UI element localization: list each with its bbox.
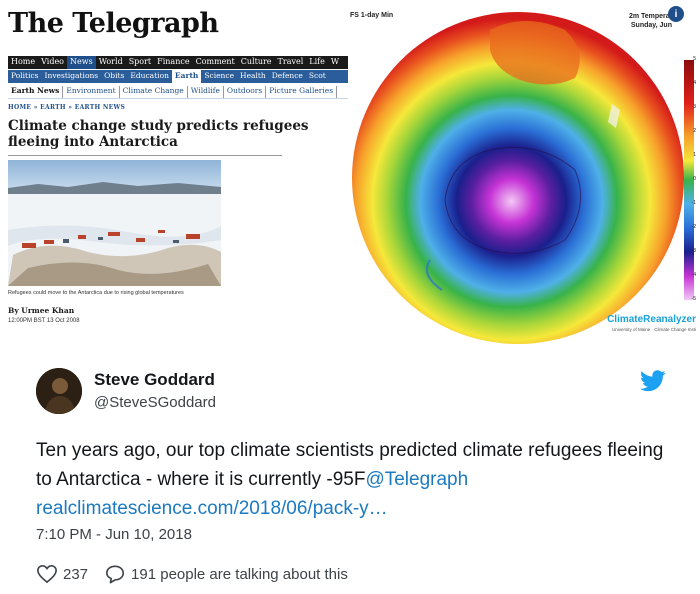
mention-telegraph[interactable]: @Telegraph <box>365 469 469 490</box>
subnav-item-environment[interactable]: Environment <box>63 86 120 98</box>
nav-item-life[interactable]: Life <box>309 57 325 66</box>
map-subtitle-line2: Sunday, Jun <box>630 22 672 29</box>
nav-item-culture[interactable]: Culture <box>240 57 272 66</box>
tweet-author-handle[interactable]: @SteveSGoddard <box>94 394 216 411</box>
tweet-link[interactable]: realclimatescience.com/2018/06/pack-y… <box>36 498 388 519</box>
telegraph-screenshot: The Telegraph Home Video News World Sport Fin… <box>0 0 348 344</box>
subnav-item-climate-change[interactable]: Climate Change <box>120 86 188 98</box>
antarctica-temperature-map <box>352 12 684 344</box>
tweet-author-name[interactable]: Steve Goddard <box>94 370 215 389</box>
antarctica-photo <box>8 160 221 286</box>
scale-tick-label: 0 <box>693 176 696 182</box>
like-count: 237 <box>63 565 89 583</box>
scale-tick-label: 5 <box>693 56 696 62</box>
scale-tick-label: -3 <box>691 248 696 254</box>
scale-tick-label: -2 <box>691 224 696 230</box>
tweet-actions: 237 191 people are talking about this <box>36 564 364 584</box>
climate-reanalyzer-logo[interactable]: ClimateReanalyzer <box>607 314 696 325</box>
conversation-count: 191 people are talking about this <box>131 565 348 583</box>
scale-tick-label: 4 <box>693 80 696 86</box>
like-button[interactable]: 237 <box>36 564 88 584</box>
color-scale-bar <box>684 60 694 300</box>
temperature-map-panel: FS 1-day Min 2m Temperat Sunday, Jun i 5… <box>350 0 700 344</box>
color-scale-labels: 5 4 3 2 1 0 -1 -2 -3 -4 -5 <box>686 56 696 302</box>
nav-item-home[interactable]: Home <box>11 57 36 66</box>
section-tab-health[interactable]: Health <box>240 71 266 80</box>
reply-bubble-icon <box>106 565 125 584</box>
avatar[interactable] <box>36 368 82 414</box>
map-title: FS 1-day Min <box>350 12 394 19</box>
nav-item-w[interactable]: W <box>330 57 340 66</box>
reply-button[interactable]: 191 people are talking about this <box>104 564 348 584</box>
nav-item-news[interactable]: News <box>67 56 96 69</box>
subnav-item-outdoors[interactable]: Outdoors <box>224 86 267 98</box>
telegraph-logo[interactable]: The Telegraph <box>8 8 219 39</box>
scale-tick-label: 1 <box>693 152 696 158</box>
article-headline: Climate change study predicts refugees f… <box>8 118 309 150</box>
map-subtitle: 2m Temperat Sunday, Jun <box>629 12 672 30</box>
map-subtitle-line1: 2m Temperat <box>628 13 672 20</box>
section-tab-education[interactable]: Education <box>130 71 169 80</box>
twitter-bird-icon[interactable] <box>640 370 666 397</box>
section-tab-defence[interactable]: Defence <box>271 71 303 80</box>
scale-tick-label: 3 <box>693 104 696 110</box>
subnav-item-picture-galleries[interactable]: Picture Galleries <box>266 86 338 98</box>
nav-item-sport[interactable]: Sport <box>128 57 152 66</box>
nav-item-video[interactable]: Video <box>41 57 64 66</box>
climate-reanalyzer-subtitle: University of Maine · Climate Change Ins… <box>611 327 696 332</box>
divider <box>8 155 282 156</box>
scale-tick-label: -4 <box>691 272 696 278</box>
scale-tick-label: 2 <box>693 128 696 134</box>
scale-tick-label: -1 <box>691 200 696 206</box>
heart-icon <box>37 564 57 584</box>
breadcrumb[interactable]: HOME » EARTH » EARTH NEWS <box>8 104 126 111</box>
tweet-timestamp[interactable]: 7:10 PM - Jun 10, 2018 <box>36 526 192 543</box>
nav-item-finance[interactable]: Finance <box>157 57 190 66</box>
secondary-nav: Politics Investigations Obits Education Eart… <box>8 70 348 83</box>
tertiary-nav: Earth News Environment Climate Change Wildl… <box>8 86 348 99</box>
scale-tick-label: -5 <box>691 296 696 302</box>
photo-caption: Refugees could move to the Antarctica du… <box>8 290 184 296</box>
section-tab-obits[interactable]: Obits <box>104 71 125 80</box>
section-tab-politics[interactable]: Politics <box>11 71 39 80</box>
tweet-text: Ten years ago, our top climate scientist… <box>36 436 676 523</box>
section-tab-scot[interactable]: Scot <box>308 71 326 80</box>
nav-item-world[interactable]: World <box>98 57 123 66</box>
subnav-item-wildlife[interactable]: Wildlife <box>188 86 224 98</box>
section-tab-investigations[interactable]: Investigations <box>44 71 99 80</box>
subnav-item-earth-news[interactable]: Earth News <box>8 86 64 98</box>
section-tab-earth[interactable]: Earth <box>171 70 202 83</box>
info-icon[interactable]: i <box>668 6 684 22</box>
nav-item-comment[interactable]: Comment <box>195 57 235 66</box>
section-tab-science[interactable]: Science <box>204 71 235 80</box>
nav-item-travel[interactable]: Travel <box>277 57 304 66</box>
tweet-body: Ten years ago, our top climate scientist… <box>36 440 664 490</box>
dateline: 12:00PM BST 13 Oct 2008 <box>8 318 80 324</box>
tweet-card: Steve Goddard @SteveSGoddard Ten years a… <box>0 346 700 594</box>
byline[interactable]: By Urmee Khan <box>8 306 75 315</box>
primary-nav: Home Video News World Sport Finance Comment Cul… <box>8 56 348 69</box>
